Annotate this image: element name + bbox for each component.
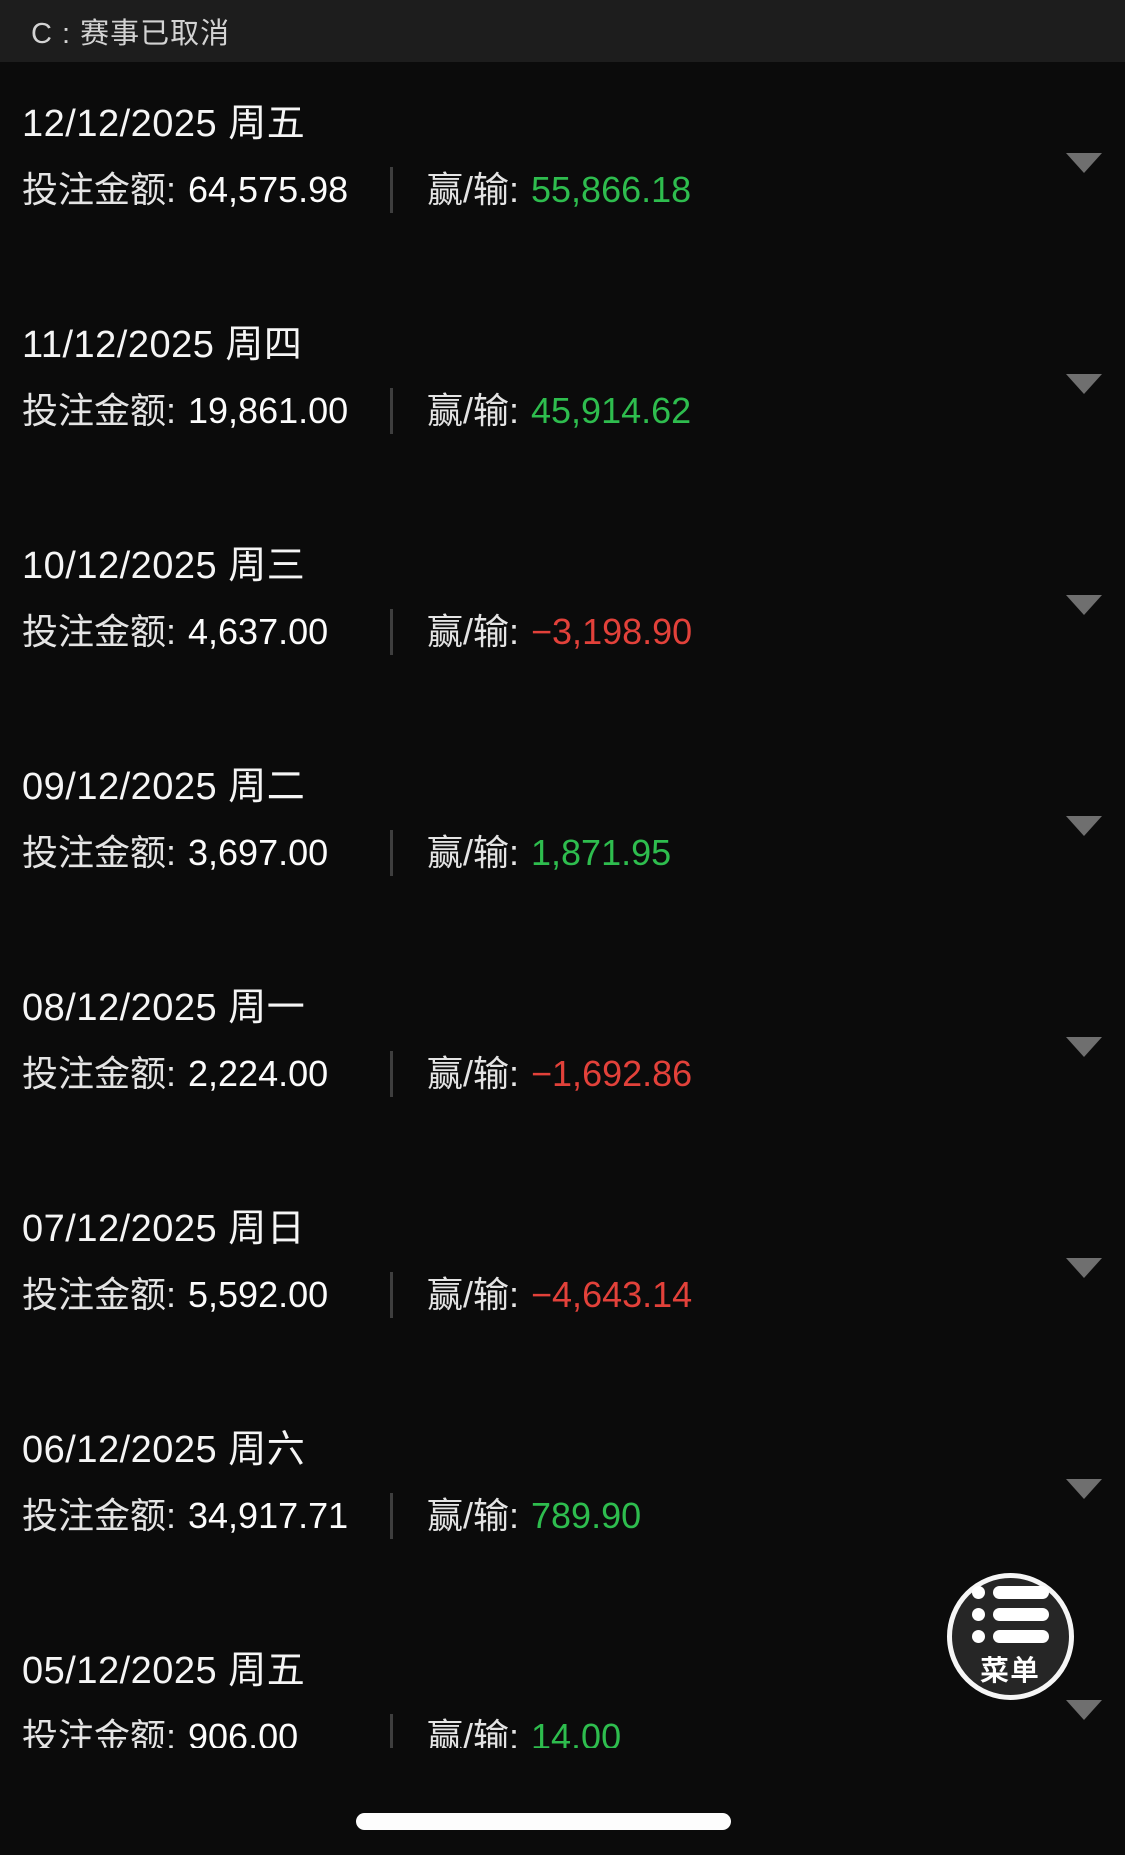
win-loss-value: −3,198.90 bbox=[531, 611, 693, 652]
day-stats: 投注金额: 34,917.71 赢/输: 789.90 bbox=[0, 1493, 1125, 1539]
bet-amount-stat: 投注金额: 3,697.00 bbox=[22, 831, 390, 875]
header: C : 赛事已取消 bbox=[0, 0, 1125, 62]
win-loss-stat: 赢/输: 55,866.18 bbox=[393, 168, 691, 212]
win-loss-label: 赢/输: bbox=[427, 611, 520, 652]
bet-amount-value: 5,592.00 bbox=[188, 1274, 329, 1315]
bet-amount-value: 34,917.71 bbox=[188, 1495, 349, 1536]
chevron-down-icon[interactable] bbox=[1066, 374, 1102, 394]
bet-amount-stat: 投注金额: 34,917.71 bbox=[22, 1494, 390, 1538]
chevron-down-icon[interactable] bbox=[1066, 1258, 1102, 1278]
day-row: 11/12/2025 周四 投注金额: 19,861.00 赢/输: 45,91… bbox=[0, 283, 1125, 504]
vertical-divider bbox=[390, 609, 393, 655]
bottom-mask bbox=[0, 1748, 1125, 1855]
bet-amount-stat: 投注金额: 4,637.00 bbox=[22, 610, 390, 654]
day-date: 12/12/2025 周五 bbox=[22, 103, 306, 145]
win-loss-stat: 赢/输: 1,871.95 bbox=[393, 831, 671, 875]
bet-amount-stat: 投注金额: 64,575.98 bbox=[22, 168, 390, 212]
chevron-down-icon[interactable] bbox=[1066, 153, 1102, 173]
bet-amount-label: 投注金额: bbox=[22, 1274, 177, 1315]
day-stats: 投注金额: 2,224.00 赢/输: −1,692.86 bbox=[0, 1051, 1125, 1097]
bet-amount-stat: 投注金额: 19,861.00 bbox=[22, 389, 390, 433]
win-loss-value: 55,866.18 bbox=[531, 169, 692, 210]
vertical-divider bbox=[390, 1272, 393, 1318]
win-loss-stat: 赢/输: −3,198.90 bbox=[393, 610, 692, 654]
day-stats: 投注金额: 64,575.98 赢/输: 55,866.18 bbox=[0, 167, 1125, 213]
day-stats: 投注金额: 4,637.00 赢/输: −3,198.90 bbox=[0, 609, 1125, 655]
chevron-down-icon[interactable] bbox=[1066, 1700, 1102, 1720]
day-date: 05/12/2025 周五 bbox=[22, 1650, 306, 1692]
menu-button-label: 菜单 bbox=[980, 1655, 1041, 1686]
win-loss-label: 赢/输: bbox=[427, 1053, 520, 1094]
home-indicator[interactable] bbox=[356, 1813, 731, 1830]
vertical-divider bbox=[390, 167, 393, 213]
page-title: C : 赛事已取消 bbox=[31, 18, 231, 50]
vertical-divider bbox=[390, 1714, 393, 1760]
vertical-divider bbox=[390, 1051, 393, 1097]
win-loss-stat: 赢/输: −1,692.86 bbox=[393, 1052, 692, 1096]
bet-amount-value: 3,697.00 bbox=[188, 832, 329, 873]
vertical-divider bbox=[390, 388, 393, 434]
win-loss-label: 赢/输: bbox=[427, 1495, 520, 1536]
win-loss-label: 赢/输: bbox=[427, 1274, 520, 1315]
bet-amount-label: 投注金额: bbox=[22, 390, 177, 431]
win-loss-stat: 赢/输: 789.90 bbox=[393, 1494, 641, 1538]
win-loss-value: 45,914.62 bbox=[531, 390, 692, 431]
day-list: 12/12/2025 周五 投注金额: 64,575.98 赢/输: 55,86… bbox=[0, 62, 1125, 1830]
list-menu-icon bbox=[972, 1586, 1049, 1643]
day-row: 09/12/2025 周二 投注金额: 3,697.00 赢/输: 1,871.… bbox=[0, 725, 1125, 946]
win-loss-value: −4,643.14 bbox=[531, 1274, 693, 1315]
bet-amount-stat: 投注金额: 5,592.00 bbox=[22, 1273, 390, 1317]
win-loss-label: 赢/输: bbox=[427, 390, 520, 431]
vertical-divider bbox=[390, 1493, 393, 1539]
bet-amount-label: 投注金额: bbox=[22, 1495, 177, 1536]
day-date: 09/12/2025 周二 bbox=[22, 766, 306, 808]
menu-button[interactable]: 菜单 bbox=[947, 1573, 1074, 1700]
bet-amount-label: 投注金额: bbox=[22, 832, 177, 873]
win-loss-label: 赢/输: bbox=[427, 169, 520, 210]
bet-amount-stat: 投注金额: 2,224.00 bbox=[22, 1052, 390, 1096]
bet-amount-label: 投注金额: bbox=[22, 611, 177, 652]
day-date: 11/12/2025 周四 bbox=[22, 324, 303, 366]
win-loss-value: 1,871.95 bbox=[531, 832, 672, 873]
win-loss-value: 789.90 bbox=[531, 1495, 642, 1536]
chevron-down-icon[interactable] bbox=[1066, 1037, 1102, 1057]
chevron-down-icon[interactable] bbox=[1066, 816, 1102, 836]
day-stats: 投注金额: 19,861.00 赢/输: 45,914.62 bbox=[0, 388, 1125, 434]
day-date: 10/12/2025 周三 bbox=[22, 545, 306, 587]
win-loss-value: −1,692.86 bbox=[531, 1053, 693, 1094]
bet-amount-value: 19,861.00 bbox=[188, 390, 349, 431]
win-loss-label: 赢/输: bbox=[427, 832, 520, 873]
chevron-down-icon[interactable] bbox=[1066, 595, 1102, 615]
bet-amount-label: 投注金额: bbox=[22, 1053, 177, 1094]
day-row: 06/12/2025 周六 投注金额: 34,917.71 赢/输: 789.9… bbox=[0, 1388, 1125, 1609]
day-row: 08/12/2025 周一 投注金额: 2,224.00 赢/输: −1,692… bbox=[0, 946, 1125, 1167]
bet-amount-value: 4,637.00 bbox=[188, 611, 329, 652]
day-date: 06/12/2025 周六 bbox=[22, 1429, 306, 1471]
win-loss-stat: 赢/输: −4,643.14 bbox=[393, 1273, 692, 1317]
day-row: 07/12/2025 周日 投注金额: 5,592.00 赢/输: −4,643… bbox=[0, 1167, 1125, 1388]
day-stats: 投注金额: 5,592.00 赢/输: −4,643.14 bbox=[0, 1272, 1125, 1318]
day-row: 10/12/2025 周三 投注金额: 4,637.00 赢/输: −3,198… bbox=[0, 504, 1125, 725]
bet-amount-value: 64,575.98 bbox=[188, 169, 349, 210]
chevron-down-icon[interactable] bbox=[1066, 1479, 1102, 1499]
day-date: 07/12/2025 周日 bbox=[22, 1208, 306, 1250]
day-stats: 投注金额: 3,697.00 赢/输: 1,871.95 bbox=[0, 830, 1125, 876]
day-row: 12/12/2025 周五 投注金额: 64,575.98 赢/输: 55,86… bbox=[0, 62, 1125, 283]
vertical-divider bbox=[390, 830, 393, 876]
day-date: 08/12/2025 周一 bbox=[22, 987, 306, 1029]
bet-amount-value: 2,224.00 bbox=[188, 1053, 329, 1094]
win-loss-stat: 赢/输: 45,914.62 bbox=[393, 389, 691, 433]
bet-amount-label: 投注金额: bbox=[22, 169, 177, 210]
